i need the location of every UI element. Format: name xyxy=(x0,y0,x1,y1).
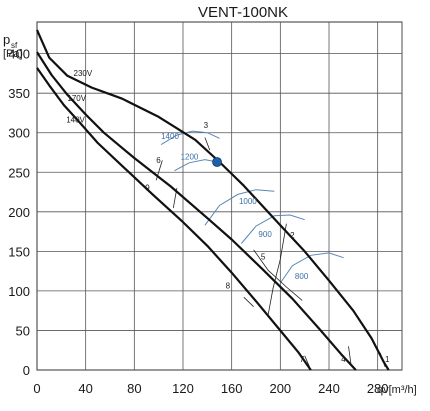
y-tick-label: 150 xyxy=(8,244,30,259)
y-tick-label: 350 xyxy=(8,86,30,101)
rpm-label: 900 xyxy=(258,230,272,239)
series-lines xyxy=(35,29,390,371)
curve-label: 9 xyxy=(145,183,150,192)
x-tick-label: 0 xyxy=(33,381,40,396)
rpm-curve-1200 xyxy=(174,159,218,172)
curve-label: 170V xyxy=(67,94,86,103)
series-line-140V xyxy=(36,67,312,371)
curve-labels: 230V 170V 140V 3 6 9 2 5 8 7 4 1 1400 1200 1000 900 800 xyxy=(66,69,390,364)
y-axis-label-main: p xyxy=(3,32,10,47)
grid xyxy=(36,21,403,371)
rpm-curve-800 xyxy=(279,252,344,284)
operating-point xyxy=(212,157,222,167)
x-tick-label: 80 xyxy=(127,381,141,396)
rpm-curve-1400 xyxy=(160,130,220,146)
x-tick-label: 280 xyxy=(367,381,389,396)
rpm-label: 1000 xyxy=(239,197,257,206)
iso-line-7 xyxy=(304,355,310,367)
x-tick-label: 240 xyxy=(318,381,340,396)
curve-label: 230V xyxy=(74,69,93,78)
y-axis-label-unit: [Pa] xyxy=(3,48,23,60)
curve-label: 4 xyxy=(341,355,346,364)
curve-label: 7 xyxy=(300,355,305,364)
curve-label: 3 xyxy=(204,121,209,130)
rpm-curve-1000 xyxy=(204,189,275,226)
rpm-curve-900 xyxy=(241,214,305,244)
x-tick-label: 200 xyxy=(269,381,291,396)
y-axis-label-sub: sf xyxy=(11,41,18,50)
y-tick-label: 50 xyxy=(16,323,30,338)
curve-label: 1 xyxy=(385,355,390,364)
y-tick-label: 200 xyxy=(8,205,30,220)
x-tick-label: 160 xyxy=(221,381,243,396)
curve-label: 140V xyxy=(66,115,85,124)
y-tick-label: 100 xyxy=(8,284,30,299)
chart-title: VENT-100NK xyxy=(198,4,288,21)
curve-label: 2 xyxy=(290,231,295,240)
curve-label: 6 xyxy=(156,156,161,165)
y-tick-label: 0 xyxy=(23,363,30,378)
y-tick-label: 300 xyxy=(8,126,30,141)
operating-point-marker xyxy=(212,157,222,167)
iso-line-8 xyxy=(243,296,254,307)
iso-line-2 xyxy=(267,223,287,315)
y-tick-label: 400 xyxy=(8,47,30,62)
iso-line-3 xyxy=(204,137,211,151)
rpm-label: 1400 xyxy=(161,132,179,141)
x-tick-label: 120 xyxy=(172,381,194,396)
series-line-170V xyxy=(36,51,357,371)
x-axis-label: qv[m³/h] xyxy=(377,384,417,396)
y-tick-label: 250 xyxy=(8,165,30,180)
y-axis-label: p sf [Pa] xyxy=(3,32,23,60)
rpm-label: 1200 xyxy=(181,153,199,162)
series-line-230V xyxy=(35,29,390,371)
rpm-curves xyxy=(160,130,344,284)
curve-label: 8 xyxy=(226,282,231,291)
iso-line-4 xyxy=(348,346,352,364)
iso-line-5 xyxy=(253,249,303,301)
x-tick-label: 40 xyxy=(78,381,92,396)
curve-label: 5 xyxy=(261,252,266,261)
rpm-label: 800 xyxy=(295,272,309,281)
tick-labels: 0 40 80 120 160 200 240 28005010015020025030035… xyxy=(8,47,388,396)
